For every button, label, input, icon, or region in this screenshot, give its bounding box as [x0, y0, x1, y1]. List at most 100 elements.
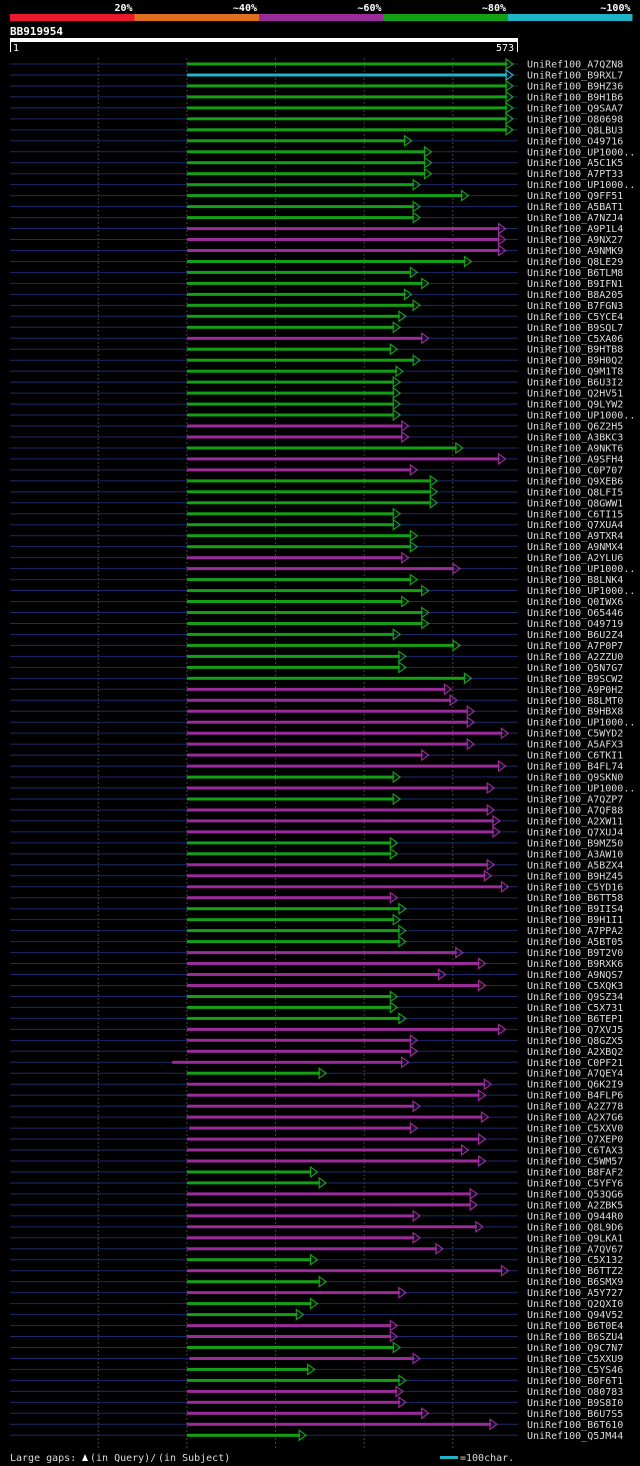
hit-row[interactable]: UniRef100_UP1000.. — [10, 781, 635, 795]
hit-row[interactable]: UniRef100_Q9LYW2 — [10, 397, 623, 411]
hit-name[interactable]: UniRef100_Q8GWW1 — [527, 498, 623, 509]
hit-row[interactable]: UniRef100_Q2QXI0 — [10, 1297, 623, 1311]
hit-row[interactable]: UniRef100_O80698 — [10, 112, 623, 126]
hit-row[interactable]: UniRef100_A7QV67 — [10, 1242, 623, 1256]
hit-name[interactable]: UniRef100_B6T610 — [527, 1420, 623, 1431]
hit-name[interactable]: UniRef100_B9HTB8 — [527, 345, 623, 356]
hit-name[interactable]: UniRef100_B9SCW2 — [527, 674, 623, 685]
hit-name[interactable]: UniRef100_B4FL74 — [527, 762, 623, 773]
hit-row[interactable]: UniRef100_Q53QG6 — [10, 1187, 623, 1201]
hit-name[interactable]: UniRef100_Q8LE29 — [527, 257, 623, 268]
hit-row[interactable]: UniRef100_O49716 — [10, 134, 623, 148]
hit-row[interactable]: UniRef100_B9HBX8 — [10, 705, 623, 718]
hit-row[interactable]: UniRef100_Q9FF51 — [10, 189, 623, 203]
hit-row[interactable]: UniRef100_UP1000.. — [10, 408, 635, 422]
hit-row[interactable]: UniRef100_A5BAT1 — [10, 200, 623, 214]
hit-name[interactable]: UniRef100_Q5JM44 — [527, 1431, 623, 1442]
hit-name[interactable]: UniRef100_A9P1L4 — [527, 224, 623, 235]
hit-name[interactable]: UniRef100_A9P0H2 — [527, 685, 623, 696]
hit-row[interactable]: UniRef100_Q94V52 — [10, 1308, 623, 1322]
hit-row[interactable]: UniRef100_A7NZJ4 — [10, 211, 623, 225]
hit-name[interactable]: UniRef100_Q8LBU3 — [527, 125, 623, 136]
hit-row[interactable]: UniRef100_A5BT05 — [10, 935, 623, 949]
hit-row[interactable]: UniRef100_A2YLU6 — [10, 551, 623, 565]
hit-name[interactable]: UniRef100_Q9C7N7 — [527, 1343, 623, 1354]
hit-name[interactable]: UniRef100_A2XW11 — [527, 816, 623, 827]
hit-name[interactable]: UniRef100_O65446 — [527, 608, 623, 619]
hit-row[interactable]: UniRef100_A2ZZU0 — [10, 650, 623, 663]
hit-name[interactable]: UniRef100_A7QZP7 — [527, 795, 623, 806]
hit-row[interactable]: UniRef100_A9P1L4 — [10, 222, 623, 236]
hit-row[interactable]: UniRef100_A9SFH4 — [10, 452, 623, 466]
hit-row[interactable]: UniRef100_Q2HV51 — [10, 386, 623, 400]
hit-name[interactable]: UniRef100_B6SZU4 — [527, 1332, 623, 1343]
hit-row[interactable]: UniRef100_C5XQK3 — [10, 979, 623, 993]
hit-name[interactable]: UniRef100_A9NMX4 — [527, 542, 623, 553]
hit-name[interactable]: UniRef100_C6TKI1 — [527, 751, 623, 762]
hit-row[interactable]: UniRef100_Q7XEP0 — [10, 1132, 623, 1146]
hit-row[interactable]: UniRef100_C0P707 — [10, 463, 623, 477]
hit-row[interactable]: UniRef100_Q9C7N7 — [10, 1341, 623, 1355]
hit-name[interactable]: UniRef100_Q0IWX6 — [527, 597, 623, 608]
hit-row[interactable]: UniRef100_A5Y727 — [10, 1286, 623, 1300]
hit-row[interactable]: UniRef100_A9NKT6 — [10, 441, 623, 455]
hit-row[interactable]: UniRef100_UP1000.. — [10, 178, 635, 192]
hit-row[interactable]: UniRef100_C5YCE4 — [10, 310, 623, 323]
hit-name[interactable]: UniRef100_A7QF88 — [527, 806, 623, 817]
hit-row[interactable]: UniRef100_Q6K2I9 — [10, 1078, 623, 1091]
hit-row[interactable]: UniRef100_C5XA06 — [10, 332, 623, 345]
hit-row[interactable]: UniRef100_C6TAX3 — [10, 1143, 623, 1157]
hit-name[interactable]: UniRef100_B9H1B6 — [527, 92, 623, 103]
hit-name[interactable]: UniRef100_A9NMK9 — [527, 246, 623, 257]
hit-row[interactable]: UniRef100_B6SMX9 — [10, 1275, 623, 1289]
hit-name[interactable]: UniRef100_Q7XEP0 — [527, 1135, 623, 1146]
hit-name[interactable]: UniRef100_C6TI15 — [527, 509, 623, 520]
hit-row[interactable]: UniRef100_A2XW11 — [10, 814, 623, 828]
hit-name[interactable]: UniRef100_B6U3I2 — [527, 378, 623, 389]
hit-row[interactable]: UniRef100_A7QZN8 — [10, 57, 623, 71]
hit-name[interactable]: UniRef100_UP1000.. — [527, 147, 635, 158]
hit-row[interactable]: UniRef100_B9H0Q2 — [10, 354, 623, 367]
hit-name[interactable]: UniRef100_A9TXR4 — [527, 531, 623, 542]
hit-row[interactable]: UniRef100_A7QF88 — [10, 803, 623, 817]
hit-name[interactable]: UniRef100_Q9M1T8 — [527, 367, 623, 378]
hit-name[interactable]: UniRef100_Q8LFI5 — [527, 487, 623, 498]
hit-name[interactable]: UniRef100_Q7XVJ5 — [527, 1025, 623, 1036]
hit-name[interactable]: UniRef100_C5WM57 — [527, 1157, 623, 1168]
hit-name[interactable]: UniRef100_A2YLU6 — [527, 553, 623, 564]
hit-row[interactable]: UniRef100_B9HTB8 — [10, 343, 623, 356]
hit-row[interactable]: UniRef100_C5YD16 — [10, 880, 623, 894]
hit-name[interactable]: UniRef100_A7PT33 — [527, 169, 623, 180]
hit-row[interactable]: UniRef100_B9S8I0 — [10, 1396, 623, 1409]
hit-row[interactable]: UniRef100_O65446 — [10, 606, 623, 620]
hit-name[interactable]: UniRef100_Q9LYW2 — [527, 400, 623, 411]
hit-name[interactable]: UniRef100_A5C1K5 — [527, 158, 623, 169]
hit-row[interactable]: UniRef100_B9H1B6 — [10, 90, 623, 104]
hit-name[interactable]: UniRef100_C5YCE4 — [527, 312, 623, 323]
hit-name[interactable]: UniRef100_UP1000.. — [527, 784, 635, 795]
hit-row[interactable]: UniRef100_A7P0P7 — [10, 639, 623, 652]
hit-name[interactable]: UniRef100_C0PF21 — [527, 1058, 623, 1069]
hit-name[interactable]: UniRef100_A5Y727 — [527, 1288, 623, 1299]
hit-name[interactable]: UniRef100_Q2HV51 — [527, 389, 623, 400]
hit-row[interactable]: UniRef100_B6TEP1 — [10, 1012, 623, 1025]
hit-row[interactable]: UniRef100_UP1000.. — [10, 145, 635, 159]
hit-name[interactable]: UniRef100_C5X132 — [527, 1255, 623, 1266]
hit-row[interactable]: UniRef100_Q9SAA7 — [10, 101, 623, 115]
hit-name[interactable]: UniRef100_UP1000.. — [527, 564, 635, 575]
hit-row[interactable]: UniRef100_C0PF21 — [10, 1056, 623, 1069]
hit-row[interactable]: UniRef100_O80783 — [10, 1385, 623, 1398]
hit-row[interactable]: UniRef100_B6T610 — [10, 1418, 623, 1431]
hit-row[interactable]: UniRef100_UP1000.. — [10, 716, 635, 729]
hit-name[interactable]: UniRef100_C5YS46 — [527, 1365, 623, 1376]
hit-name[interactable]: UniRef100_B9IIS4 — [527, 904, 623, 915]
hit-name[interactable]: UniRef100_Q6K2I9 — [527, 1080, 623, 1091]
hit-name[interactable]: UniRef100_B9HZ45 — [527, 871, 623, 882]
hit-name[interactable]: UniRef100_B9MZ50 — [527, 838, 623, 849]
hit-name[interactable]: UniRef100_Q8GZX5 — [527, 1036, 623, 1047]
hit-name[interactable]: UniRef100_B9SQL7 — [527, 323, 623, 334]
hit-name[interactable]: UniRef100_C5XXU9 — [527, 1354, 623, 1365]
hit-name[interactable]: UniRef100_B0F6T1 — [527, 1376, 623, 1387]
hit-name[interactable]: UniRef100_B6TTZ2 — [527, 1266, 623, 1277]
hit-name[interactable]: UniRef100_B9T2V0 — [527, 948, 623, 959]
